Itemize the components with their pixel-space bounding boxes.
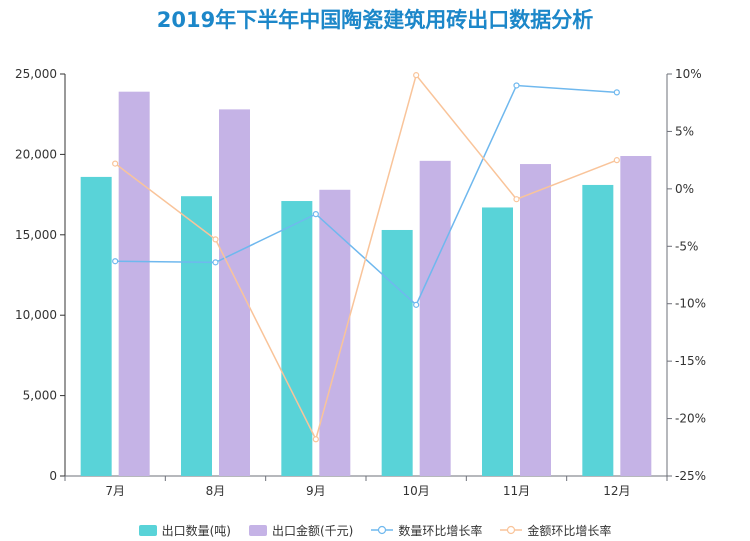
bar <box>482 207 513 477</box>
line-point <box>212 236 219 243</box>
bar <box>181 196 212 476</box>
legend-swatch-line <box>500 525 523 535</box>
chart-legend: 出口数量(吨) 出口金额(千元) 数量环比增长率 金额环比增长率 <box>0 521 750 539</box>
x-tick-label: 10月 <box>403 484 430 498</box>
line-point <box>112 160 119 167</box>
line-point <box>613 157 620 164</box>
legend-label: 金额环比增长率 <box>527 523 612 538</box>
legend-swatch-bar <box>248 524 267 536</box>
y-right-tick-label: -20% <box>675 412 706 426</box>
x-tick-label: 12月 <box>603 484 630 498</box>
y-right-tick-label: 0% <box>675 182 694 196</box>
y-left-tick-label: 5,000 <box>23 389 57 403</box>
legend-swatch-line <box>371 525 394 535</box>
line-point <box>613 89 620 96</box>
y-right-tick-label: -5% <box>675 239 698 253</box>
x-tick-label: 9月 <box>306 484 326 498</box>
y-left-tick-label: 15,000 <box>15 228 57 242</box>
bar <box>219 109 250 476</box>
bar <box>620 156 652 476</box>
y-right-tick-label: -15% <box>675 354 706 368</box>
line-point <box>513 196 520 203</box>
legend-item[interactable]: 出口金额(千元) <box>248 522 354 539</box>
line-point <box>212 259 219 266</box>
bar <box>281 201 313 477</box>
legend-item[interactable]: 金额环比增长率 <box>500 522 611 539</box>
legend-label: 出口金额(千元) <box>271 523 354 538</box>
y-right-tick-label: -10% <box>675 297 706 311</box>
bar <box>381 229 413 476</box>
y-left-tick-label: 0 <box>49 469 57 483</box>
y-right-tick-label: 10% <box>675 67 702 81</box>
line-point <box>413 301 420 308</box>
legend-swatch-bar <box>138 524 157 536</box>
y-right-tick-label: -25% <box>675 469 706 483</box>
y-left-tick-label: 20,000 <box>15 147 57 161</box>
y-left-tick-label: 10,000 <box>15 308 57 322</box>
line-point <box>413 72 420 79</box>
legend-label: 数量环比增长率 <box>398 523 483 538</box>
bar <box>419 160 451 476</box>
bar <box>582 184 614 476</box>
y-right-tick-label: 5% <box>675 124 694 138</box>
x-tick-label: 8月 <box>206 484 226 498</box>
bar <box>118 91 150 477</box>
line-point <box>112 258 119 265</box>
legend-item[interactable]: 数量环比增长率 <box>371 522 482 539</box>
series-line <box>114 73 618 442</box>
x-tick-label: 11月 <box>503 484 530 498</box>
x-tick-label: 7月 <box>105 484 125 498</box>
line-point <box>312 436 319 443</box>
legend-item[interactable]: 出口数量(吨) <box>138 522 231 539</box>
y-left-tick-label: 25,000 <box>15 67 57 81</box>
bar <box>520 164 551 476</box>
bar <box>80 176 112 477</box>
chart-title: 2019年下半年中国陶瓷建筑用砖出口数据分析 <box>156 8 594 32</box>
line-point <box>312 211 319 218</box>
line-point <box>513 82 520 89</box>
legend-label: 出口数量(吨) <box>161 523 231 538</box>
